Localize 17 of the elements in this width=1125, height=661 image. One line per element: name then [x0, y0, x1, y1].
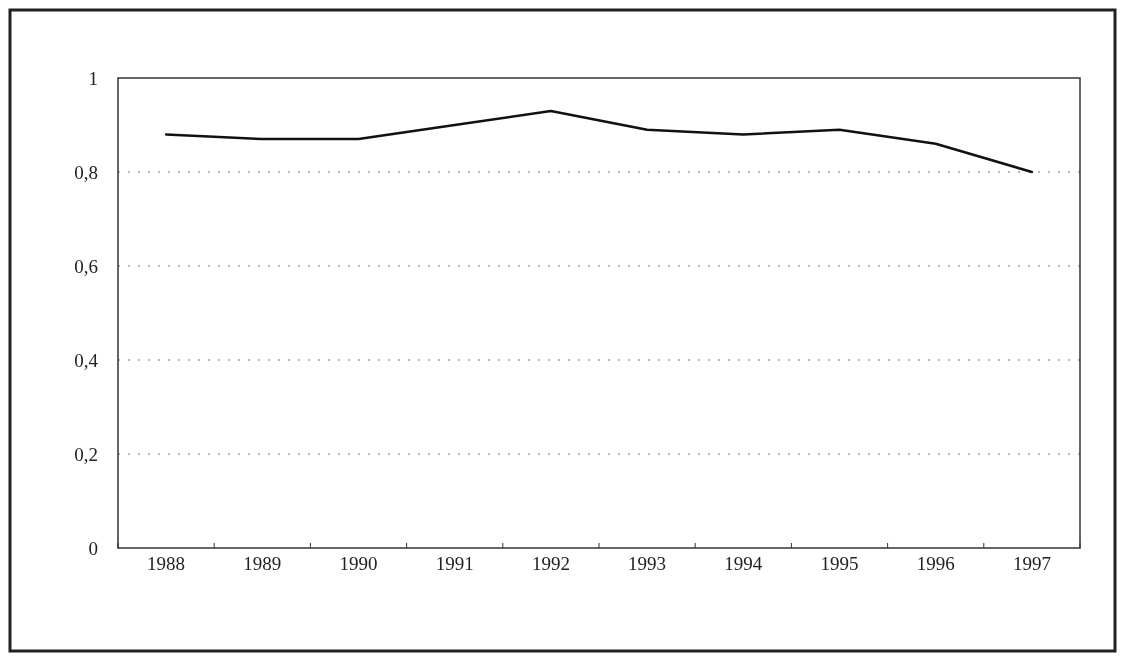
x-tick-label: 1991: [435, 553, 474, 574]
x-tick-label: 1990: [339, 553, 378, 574]
x-tick-label: 1995: [820, 553, 859, 574]
y-tick-label: 0,4: [74, 349, 99, 371]
x-tick-label: 1993: [628, 553, 667, 574]
x-tick-label: 1992: [531, 553, 570, 574]
y-tick-label: 1: [88, 67, 98, 89]
y-tick-label: 0,8: [74, 161, 98, 183]
x-tick-label: 1997: [1012, 553, 1051, 574]
y-tick-label: 0,2: [74, 443, 98, 465]
y-tick-label: 0,6: [74, 255, 98, 277]
y-tick-label: 0: [88, 537, 98, 559]
x-tick-label: 1988: [147, 553, 186, 574]
x-tick-label: 1989: [243, 553, 282, 574]
line-series: [164, 109, 1034, 174]
x-tick-label: 1994: [724, 553, 763, 574]
x-tick-label: 1996: [916, 553, 955, 574]
